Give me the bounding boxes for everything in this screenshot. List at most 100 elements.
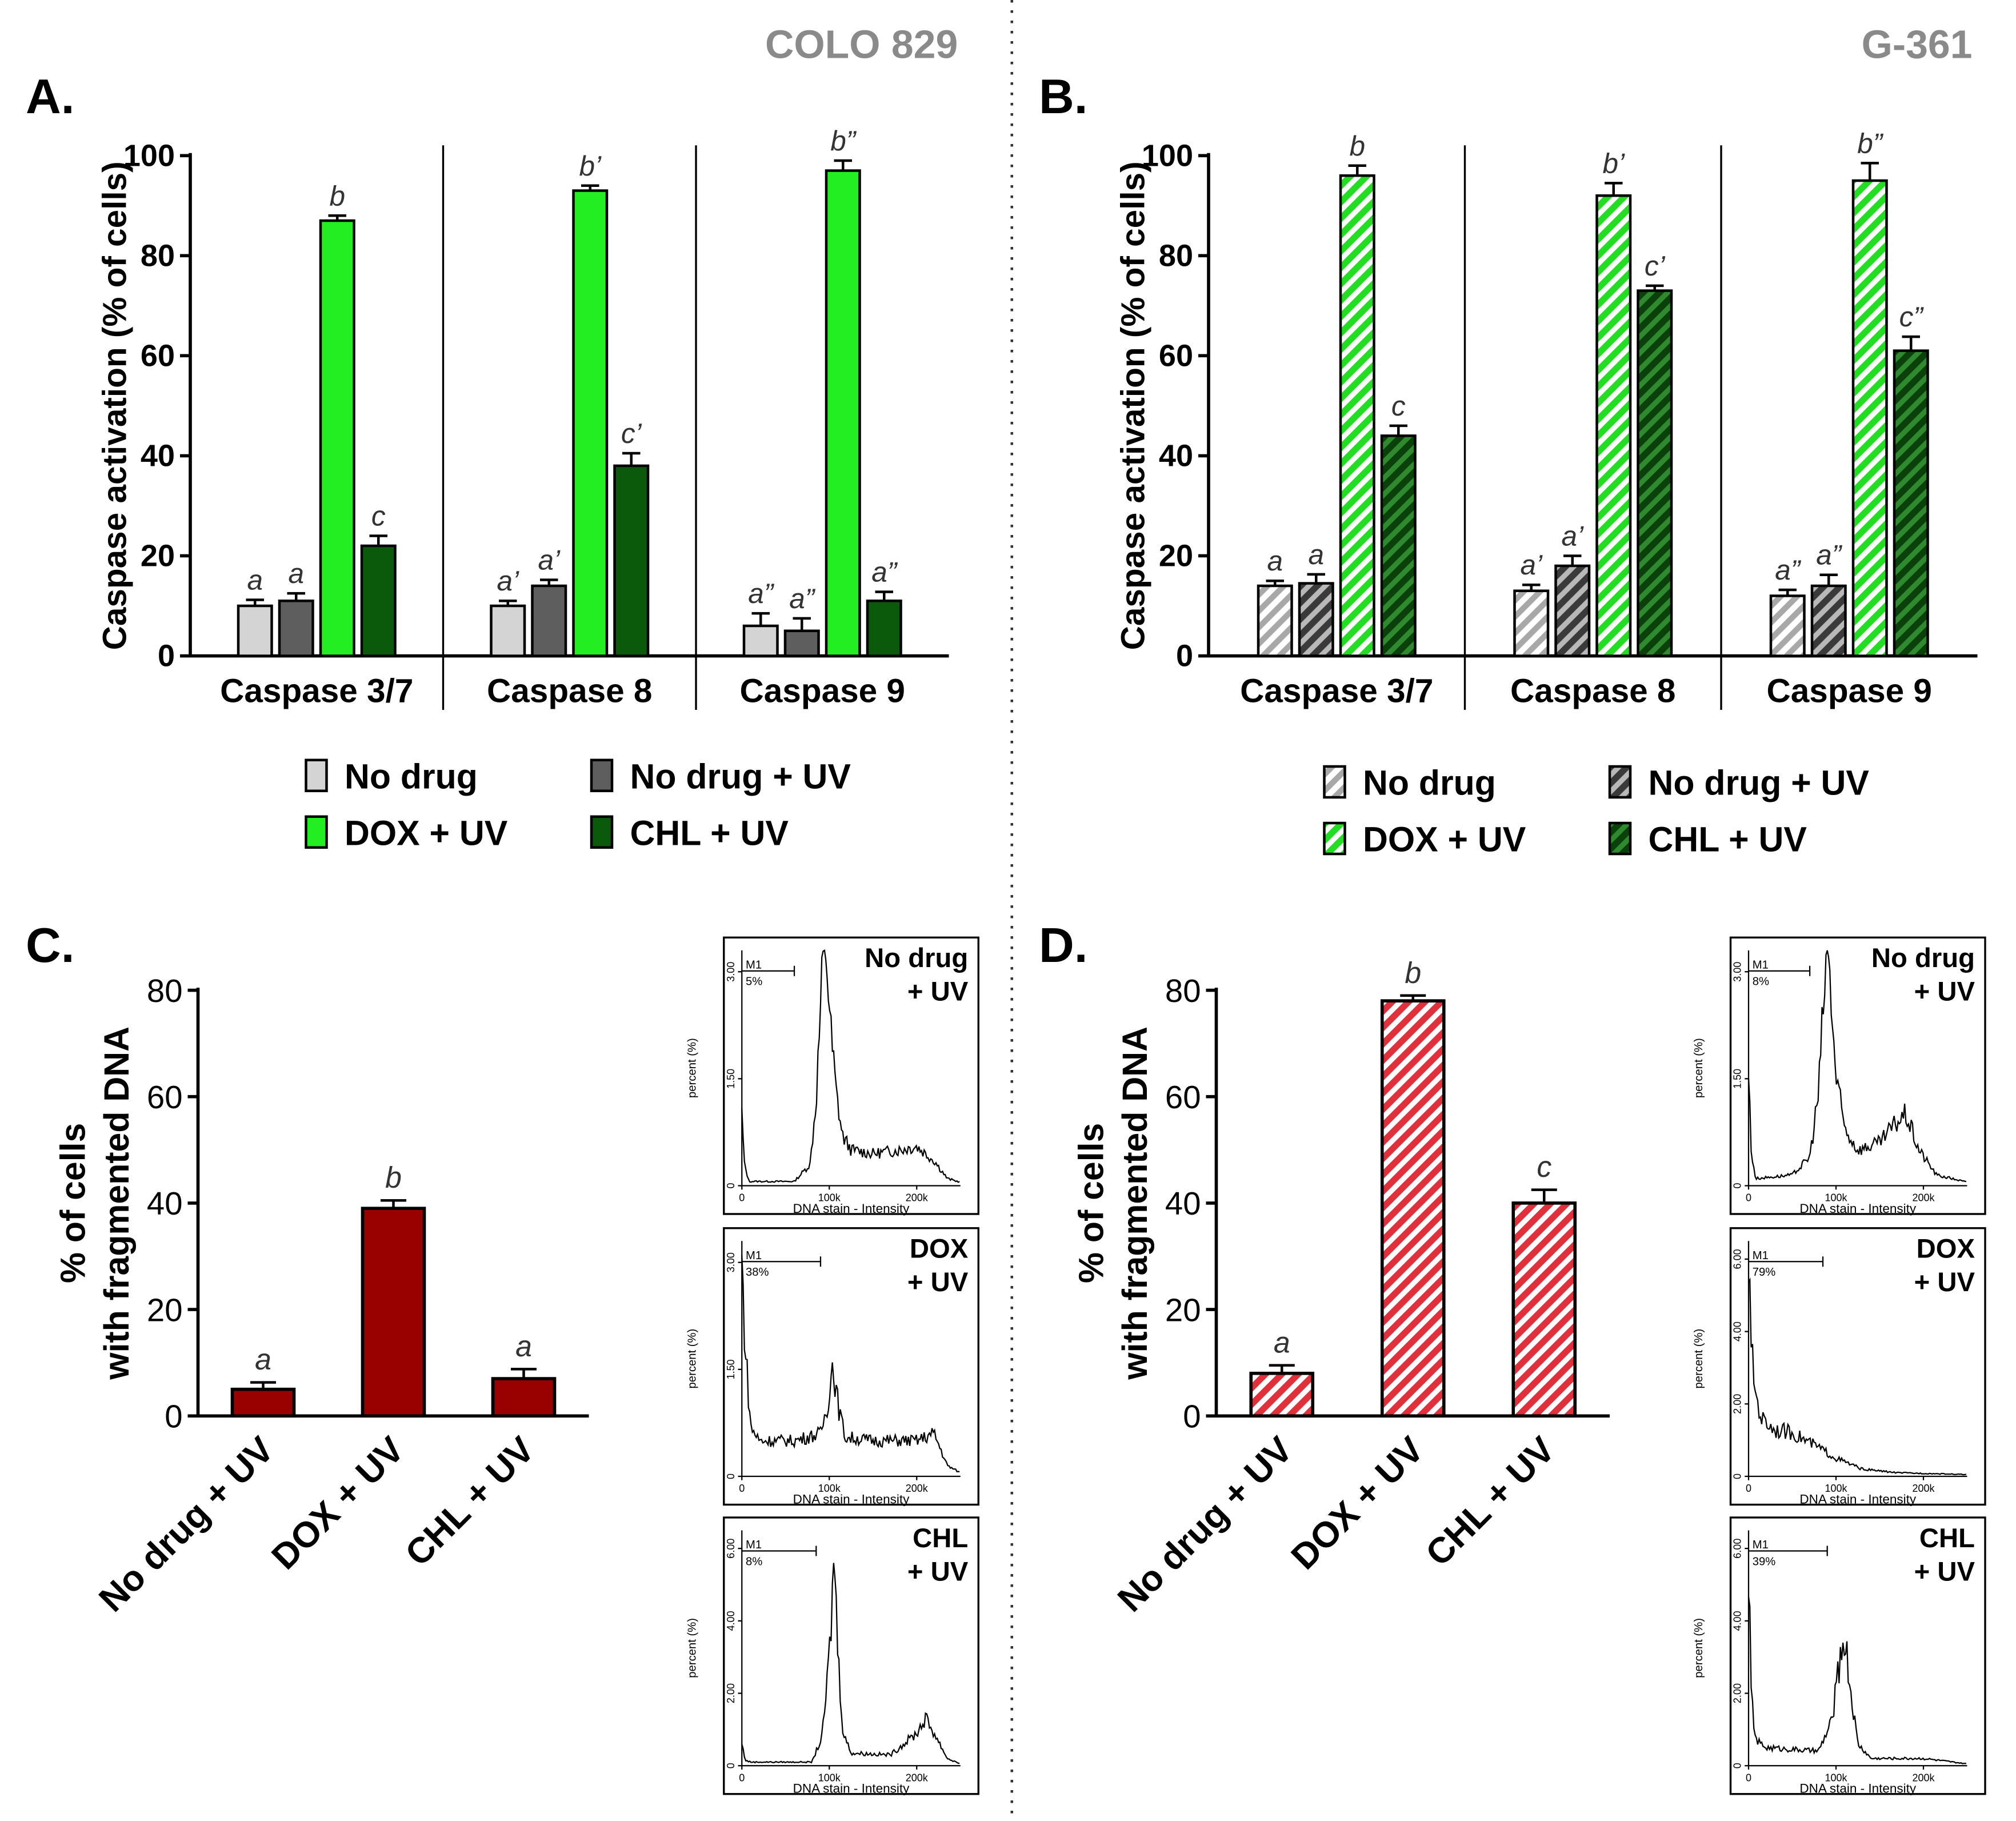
significance-letter: a”: [1775, 554, 1802, 586]
bar: [361, 1207, 426, 1418]
legend-label: No drug + UV: [630, 757, 851, 796]
histogram-y-tick-label: 4.00: [1732, 1611, 1743, 1631]
significance-letter: a: [1267, 545, 1283, 577]
significance-letter: a”: [748, 578, 775, 609]
panel-label-d: D.: [1039, 919, 1088, 973]
y-tick-label: 60: [147, 1079, 183, 1115]
significance-letter: b”: [830, 125, 857, 157]
histogram-x-tick-label: 0: [739, 1483, 745, 1494]
y-tick-label: 0: [165, 1399, 182, 1435]
significance-letter: a’: [1520, 549, 1543, 581]
gate-value: 8%: [1753, 976, 1769, 988]
histogram-x-tick-label: 200k: [906, 1772, 929, 1783]
histogram-frame: [723, 1227, 979, 1506]
histogram-x-label: DNA stain - Intensity: [1799, 1492, 1917, 1506]
bar: [490, 604, 526, 657]
histogram-y-label: percent (%): [686, 1329, 698, 1389]
bar: [1249, 1371, 1315, 1418]
histogram-condition-label: DOX: [1917, 1234, 1975, 1264]
histogram-condition-label: + UV: [907, 1556, 969, 1587]
significance-letter: b: [329, 180, 345, 211]
chart-panel-d: 0 20 40 60 80 % of cells with fragmented DNA a N…: [1072, 956, 1610, 1620]
histogram-y-tick-label: 1.50: [1732, 1069, 1743, 1089]
gate-label: M1: [746, 959, 762, 971]
panel-label-b: B.: [1039, 70, 1088, 124]
gate-label: M1: [1753, 959, 1769, 971]
y-axis-label: Caspase activation (% of cells): [1115, 161, 1152, 650]
histogram-y-label: percent (%): [1693, 1329, 1705, 1389]
y-tick-label: 20: [147, 1292, 183, 1328]
bar: [531, 584, 567, 657]
histogram-condition-label: No drug: [1871, 943, 1975, 973]
legend-label: DOX + UV: [1363, 820, 1526, 859]
bar: [825, 169, 861, 657]
significance-letter: a: [255, 1343, 271, 1376]
histogram-x-tick-label: 0: [739, 1772, 745, 1783]
y-tick-label: 0: [1176, 639, 1193, 673]
significance-letter: a: [288, 558, 304, 589]
y-tick-label: 40: [1159, 438, 1193, 473]
histogram-insets: 0 1.50 3.00 percent (%) 0 100k 200k DNA stain -…: [686, 936, 1986, 1796]
histogram-trace: [741, 949, 960, 1183]
histogram-y-tick-label: 4.00: [1732, 1321, 1743, 1341]
category-label: Caspase 8: [487, 673, 652, 710]
panel-label-c: C.: [26, 919, 75, 973]
y-tick-label: 20: [1159, 538, 1193, 573]
gate-value: 38%: [746, 1266, 769, 1279]
histogram-condition-label: CHL: [1919, 1523, 1975, 1554]
legend-swatch: [305, 815, 328, 849]
gate-value: 79%: [1753, 1266, 1776, 1279]
significance-letter: a”: [789, 583, 816, 614]
histogram-y-label: percent (%): [686, 1618, 698, 1678]
bar: [613, 464, 650, 657]
histogram-y-tick-label: 6.00: [725, 1539, 737, 1559]
bar: [1511, 1201, 1577, 1418]
histogram-y-tick-label: 3.00: [1732, 962, 1743, 982]
panel-label-a: A.: [26, 70, 75, 124]
histogram-y-tick-label: 2.00: [1732, 1683, 1743, 1703]
cell-line-title-b: G-361: [1862, 22, 1973, 66]
gate-label: M1: [746, 1249, 762, 1262]
bar: [783, 629, 820, 657]
bar: [1637, 289, 1673, 657]
legend-label: No drug + UV: [1649, 764, 1870, 802]
histogram-y-tick-label: 1.50: [725, 1359, 737, 1379]
histogram-x-label: DNA stain - Intensity: [1799, 1201, 1917, 1216]
bar: [230, 1387, 296, 1418]
bar: [742, 624, 779, 657]
category-label: Caspase 3/7: [1240, 673, 1433, 710]
significance-letter: c: [1537, 1150, 1551, 1183]
legend-swatch: [590, 758, 614, 792]
histogram-x-tick-label: 100k: [1825, 1192, 1847, 1204]
bar: [1893, 349, 1929, 657]
significance-letter: b’: [579, 150, 602, 182]
histogram-y-label: percent (%): [1693, 1618, 1705, 1678]
y-tick-label: 80: [1165, 973, 1201, 1009]
bar: [319, 219, 355, 657]
y-tick-label: 40: [1165, 1185, 1201, 1221]
significance-letter: a”: [871, 556, 898, 588]
y-axis-label: % of cells: [54, 1123, 93, 1283]
y-tick-label: 80: [1159, 238, 1193, 273]
histogram-trace: [1747, 950, 1967, 1183]
histogram-y-tick-label: 2.00: [725, 1683, 737, 1703]
histogram-frame: [723, 1516, 979, 1795]
histogram-y-tick-label: 6.00: [1732, 1539, 1743, 1559]
significance-letter: a”: [1816, 540, 1843, 571]
significance-letter: a’: [497, 565, 519, 597]
histogram-y-tick-label: 0: [725, 1473, 737, 1479]
histogram-frame: [1729, 1227, 1986, 1506]
category-label: Caspase 9: [740, 673, 905, 710]
category-label: CHL + UV: [1418, 1429, 1563, 1574]
histogram-x-tick-label: 0: [1746, 1192, 1751, 1204]
histogram-frame: [1729, 936, 1986, 1215]
bar: [1339, 174, 1375, 657]
significance-letter: c: [371, 500, 386, 532]
bar: [491, 1377, 557, 1418]
bar: [360, 544, 397, 657]
histogram-condition-label: + UV: [1914, 1556, 1975, 1587]
histogram-x-label: DNA stain - Intensity: [793, 1492, 910, 1506]
histogram-x-tick-label: 0: [1746, 1772, 1751, 1783]
significance-letter: b”: [1857, 127, 1884, 159]
significance-letter: a’: [538, 544, 561, 576]
